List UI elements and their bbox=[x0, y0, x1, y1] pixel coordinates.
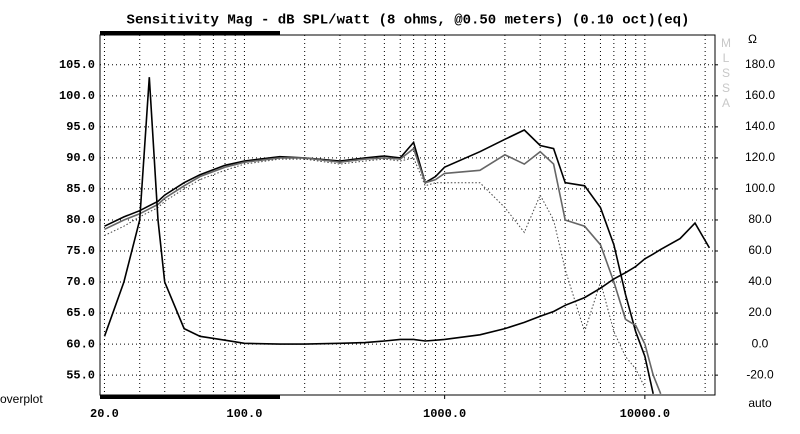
top-bar bbox=[100, 31, 280, 35]
series-line bbox=[104, 157, 646, 388]
x-tick-label: 20.0 bbox=[90, 407, 119, 421]
series-line bbox=[103, 77, 711, 345]
y-tick-label: 70.0 bbox=[66, 275, 95, 289]
y-tick-label: 75.0 bbox=[66, 244, 95, 258]
y2-tick-label: 160.0 bbox=[745, 88, 775, 102]
x-tick-label: 100.0 bbox=[226, 407, 262, 421]
y2-tick-label: 20.0 bbox=[748, 305, 772, 319]
y2-tick-label: 40.0 bbox=[748, 274, 772, 288]
x-tick-label: 1000.0 bbox=[423, 407, 466, 421]
y2-tick-label: 0.0 bbox=[752, 336, 769, 350]
series-line bbox=[104, 129, 654, 394]
y2-tick-label: 80.0 bbox=[748, 212, 772, 226]
bottom-bar bbox=[100, 395, 280, 399]
y-tick-label: 90.0 bbox=[66, 151, 95, 165]
y-tick-label: 95.0 bbox=[66, 120, 95, 134]
overplot-label: overplot bbox=[0, 392, 43, 406]
y2-tick-label: 120.0 bbox=[745, 150, 775, 164]
watermark-letter: S bbox=[722, 66, 730, 80]
chart-title: Sensitivity Mag - dB SPL/watt (8 ohms, @… bbox=[127, 13, 690, 29]
y-tick-label: 105.0 bbox=[59, 58, 95, 72]
y-tick-label: 65.0 bbox=[66, 306, 95, 320]
series-line bbox=[104, 147, 662, 395]
watermark-letter: L bbox=[723, 51, 730, 65]
y-tick-label: 55.0 bbox=[66, 368, 95, 382]
y2-tick-label: -20.0 bbox=[746, 367, 774, 381]
y-tick-label: 60.0 bbox=[66, 337, 95, 351]
watermark-letter: A bbox=[722, 96, 730, 110]
plot-frame bbox=[99, 34, 716, 396]
unit-label: Ω bbox=[748, 32, 757, 46]
y2-tick-label: 100.0 bbox=[745, 181, 775, 195]
y2-tick-label: 60.0 bbox=[748, 243, 772, 257]
x-tick-label: 10000.0 bbox=[620, 407, 670, 421]
y-tick-label: 100.0 bbox=[59, 89, 95, 103]
y2-tick-label: 140.0 bbox=[745, 119, 775, 133]
auto-label: auto bbox=[748, 396, 772, 410]
watermark-letter: S bbox=[722, 81, 730, 95]
y-tick-label: 80.0 bbox=[66, 213, 95, 227]
watermark-letter: M bbox=[721, 36, 731, 50]
y-tick-label: 85.0 bbox=[66, 182, 95, 196]
y2-tick-label: 180.0 bbox=[745, 57, 775, 71]
